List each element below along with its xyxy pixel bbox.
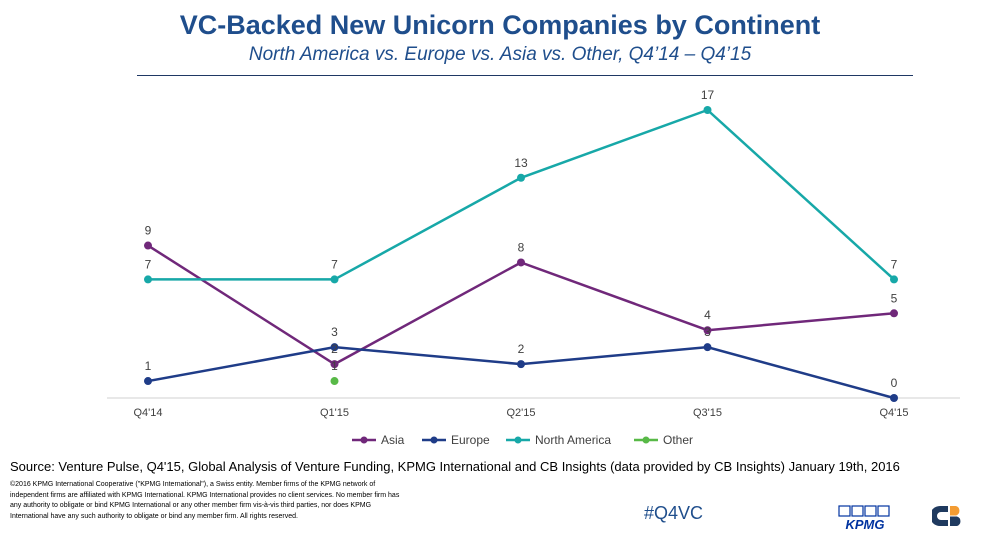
data-label: 7 <box>891 257 898 271</box>
data-label: 1 <box>145 359 152 373</box>
chart-legend: Asia Europe North America Other <box>352 433 693 447</box>
data-point-asia <box>330 360 339 369</box>
legend-item-north-america: North America <box>506 433 611 447</box>
data-label: 7 <box>331 257 338 271</box>
source-note: Source: Venture Pulse, Q4'15, Global Ana… <box>10 459 900 474</box>
data-label: 9 <box>145 224 152 238</box>
legend-item-other: Other <box>634 433 693 447</box>
data-point-asia <box>144 241 152 250</box>
data-label: 17 <box>701 88 715 102</box>
data-point-europe <box>890 394 898 402</box>
data-label: 4 <box>704 308 711 322</box>
data-label: 8 <box>518 240 525 254</box>
chart-title: VC-Backed New Unicorn Companies by Conti… <box>179 10 821 40</box>
data-point-europe <box>330 343 339 352</box>
data-label: 2 <box>518 342 525 356</box>
data-point-north-america <box>890 275 898 284</box>
disclaimer-text: ©2016 KPMG International Cooperative ("K… <box>10 481 400 520</box>
legend-swatch-marker <box>360 436 368 444</box>
legend-label: North America <box>535 433 611 447</box>
data-label: 13 <box>514 156 528 170</box>
x-tick-label: Q3'15 <box>693 407 722 419</box>
legend-label: Europe <box>451 433 490 447</box>
legend-item-europe: Europe <box>422 433 490 447</box>
data-point-north-america <box>703 106 712 114</box>
svg-text:KPMG: KPMG <box>846 517 885 531</box>
x-tick-label: Q4'15 <box>879 407 908 419</box>
data-point-north-america <box>144 275 152 284</box>
data-point-europe <box>703 343 712 352</box>
legend-swatch-marker <box>430 436 438 444</box>
data-point-asia <box>517 258 525 267</box>
legend-swatch-marker <box>642 436 650 444</box>
kpmg-logo: KPMG <box>838 505 890 531</box>
chart-subtitle: North America vs. Europe vs. Asia vs. Ot… <box>248 44 752 65</box>
data-point-north-america <box>517 173 525 182</box>
legend-swatch-marker <box>514 436 522 444</box>
legend-label: Other <box>663 433 693 447</box>
legend-label: Asia <box>381 433 405 447</box>
data-label: 3 <box>704 325 711 339</box>
data-label: 2 <box>331 342 338 356</box>
data-point-north-america <box>330 275 339 284</box>
data-label: 1 <box>331 359 338 373</box>
data-point-europe <box>144 377 152 386</box>
x-tick-label: Q4'14 <box>133 407 162 419</box>
title-divider <box>137 75 913 76</box>
hashtag-label: #Q4VC <box>644 503 704 523</box>
data-point-asia <box>703 326 712 335</box>
data-label: 7 <box>145 257 152 271</box>
data-point-europe <box>517 360 525 369</box>
data-point-other <box>330 377 339 386</box>
x-tick-label: Q1'15 <box>320 407 349 419</box>
x-tick-label: Q2'15 <box>506 407 535 419</box>
data-label: 3 <box>331 325 338 339</box>
data-label: 0 <box>891 376 898 390</box>
data-point-asia <box>890 309 898 318</box>
data-label: 5 <box>891 291 898 305</box>
legend-item-asia: Asia <box>352 433 405 447</box>
cb-insights-logo <box>932 506 961 526</box>
